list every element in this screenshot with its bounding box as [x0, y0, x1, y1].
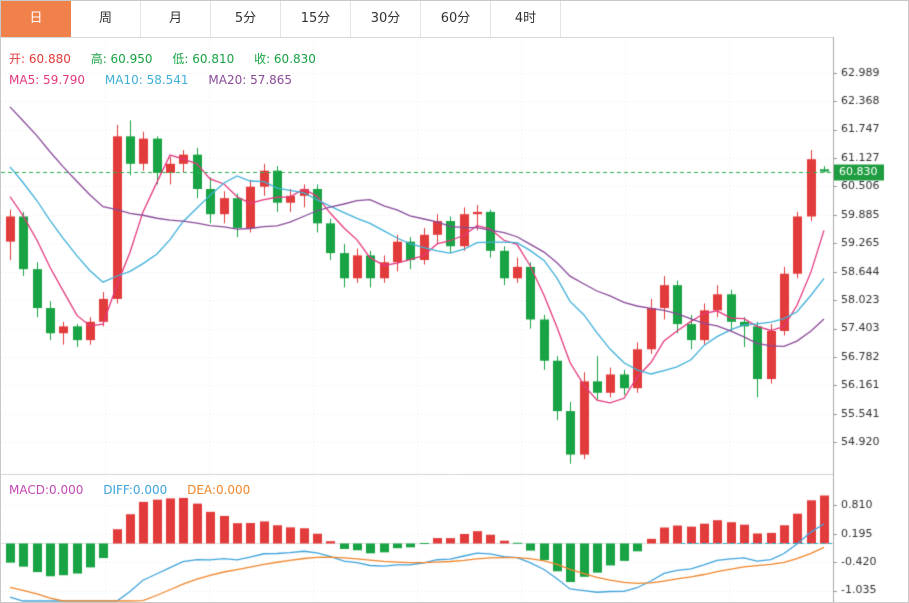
tab-day[interactable]: 日 — [1, 1, 71, 37]
tab-15min[interactable]: 15分 — [281, 1, 351, 37]
tab-month[interactable]: 月 — [141, 1, 211, 37]
tabbar-filler — [561, 1, 908, 37]
timeframe-tabbar: 日 周 月 5分 15分 30分 60分 4时 — [1, 1, 908, 38]
tab-30min[interactable]: 30分 — [351, 1, 421, 37]
candlestick-chart-canvas[interactable] — [1, 37, 908, 602]
tab-5min[interactable]: 5分 — [211, 1, 281, 37]
tab-60min[interactable]: 60分 — [421, 1, 491, 37]
tab-4hour[interactable]: 4时 — [491, 1, 561, 37]
tab-week[interactable]: 周 — [71, 1, 141, 37]
